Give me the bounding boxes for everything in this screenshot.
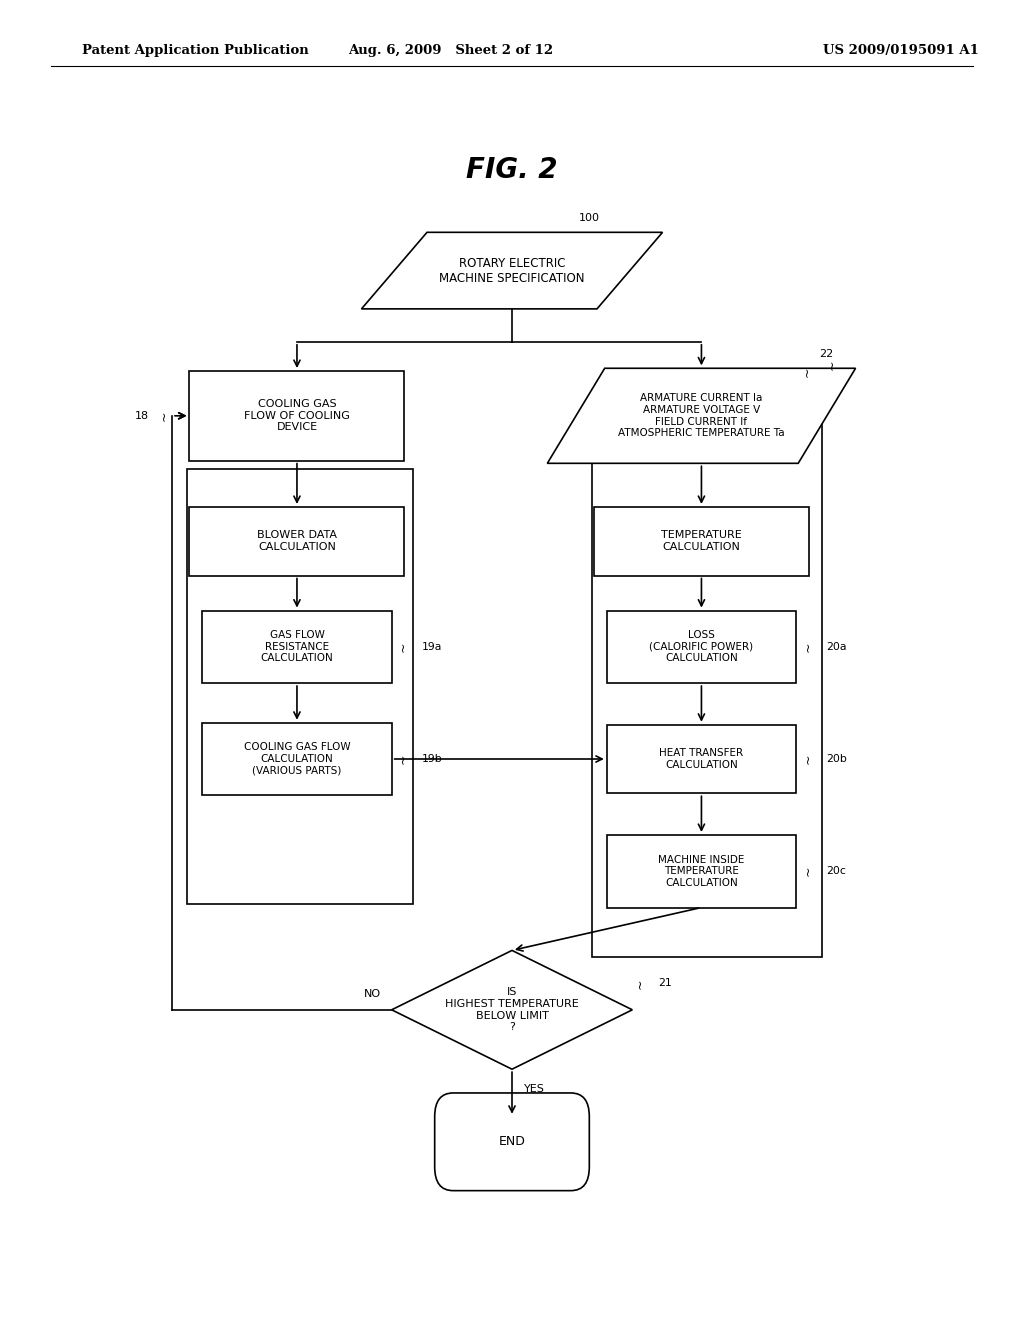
Text: ~: ~ <box>802 754 814 764</box>
Text: HEAT TRANSFER
CALCULATION: HEAT TRANSFER CALCULATION <box>659 748 743 770</box>
FancyBboxPatch shape <box>189 507 404 576</box>
Text: 20c: 20c <box>826 866 846 876</box>
Text: LOSS
(CALORIFIC POWER)
CALCULATION: LOSS (CALORIFIC POWER) CALCULATION <box>649 630 754 664</box>
Text: ROTARY ELECTRIC
MACHINE SPECIFICATION: ROTARY ELECTRIC MACHINE SPECIFICATION <box>439 256 585 285</box>
Polygon shape <box>547 368 856 463</box>
Text: ~: ~ <box>802 866 814 876</box>
Text: FIG. 2: FIG. 2 <box>466 156 558 185</box>
Text: END: END <box>499 1135 525 1148</box>
FancyBboxPatch shape <box>202 723 391 795</box>
Text: 22: 22 <box>819 348 834 359</box>
Text: COOLING GAS FLOW
CALCULATION
(VARIOUS PARTS): COOLING GAS FLOW CALCULATION (VARIOUS PA… <box>244 742 350 776</box>
Text: NO: NO <box>365 989 381 999</box>
Text: MACHINE INSIDE
TEMPERATURE
CALCULATION: MACHINE INSIDE TEMPERATURE CALCULATION <box>658 854 744 888</box>
Text: IS
HIGHEST TEMPERATURE
BELOW LIMIT
?: IS HIGHEST TEMPERATURE BELOW LIMIT ? <box>445 987 579 1032</box>
Text: 21: 21 <box>658 978 672 989</box>
Text: 19a: 19a <box>422 642 442 652</box>
Text: ~: ~ <box>825 359 839 370</box>
FancyBboxPatch shape <box>434 1093 590 1191</box>
Text: Patent Application Publication: Patent Application Publication <box>82 44 308 57</box>
Text: 100: 100 <box>579 213 600 223</box>
Polygon shape <box>361 232 663 309</box>
Text: ARMATURE CURRENT Ia
ARMATURE VOLTAGE V
FIELD CURRENT If
ATMOSPHERIC TEMPERATURE : ARMATURE CURRENT Ia ARMATURE VOLTAGE V F… <box>618 393 784 438</box>
Text: ~: ~ <box>397 754 410 764</box>
FancyBboxPatch shape <box>594 507 809 576</box>
Text: TEMPERATURE
CALCULATION: TEMPERATURE CALCULATION <box>662 531 741 552</box>
Text: 20a: 20a <box>826 642 847 652</box>
Bar <box>592 416 822 957</box>
Text: ~: ~ <box>801 367 813 378</box>
Bar <box>187 469 413 904</box>
FancyBboxPatch shape <box>202 610 391 684</box>
Text: 18: 18 <box>134 411 148 421</box>
Text: GAS FLOW
RESISTANCE
CALCULATION: GAS FLOW RESISTANCE CALCULATION <box>260 630 334 664</box>
Text: ~: ~ <box>634 978 646 989</box>
Text: ~: ~ <box>158 411 170 421</box>
Polygon shape <box>391 950 632 1069</box>
FancyBboxPatch shape <box>606 836 797 908</box>
Text: Aug. 6, 2009   Sheet 2 of 12: Aug. 6, 2009 Sheet 2 of 12 <box>348 44 553 57</box>
FancyBboxPatch shape <box>606 725 797 793</box>
Text: 20b: 20b <box>826 754 847 764</box>
Text: ~: ~ <box>397 642 410 652</box>
Text: 19b: 19b <box>422 754 442 764</box>
FancyBboxPatch shape <box>606 610 797 684</box>
Text: BLOWER DATA
CALCULATION: BLOWER DATA CALCULATION <box>257 531 337 552</box>
Text: US 2009/0195091 A1: US 2009/0195091 A1 <box>823 44 979 57</box>
FancyBboxPatch shape <box>189 371 404 461</box>
Text: YES: YES <box>524 1084 545 1094</box>
Text: COOLING GAS
FLOW OF COOLING
DEVICE: COOLING GAS FLOW OF COOLING DEVICE <box>244 399 350 433</box>
Text: ~: ~ <box>802 642 814 652</box>
